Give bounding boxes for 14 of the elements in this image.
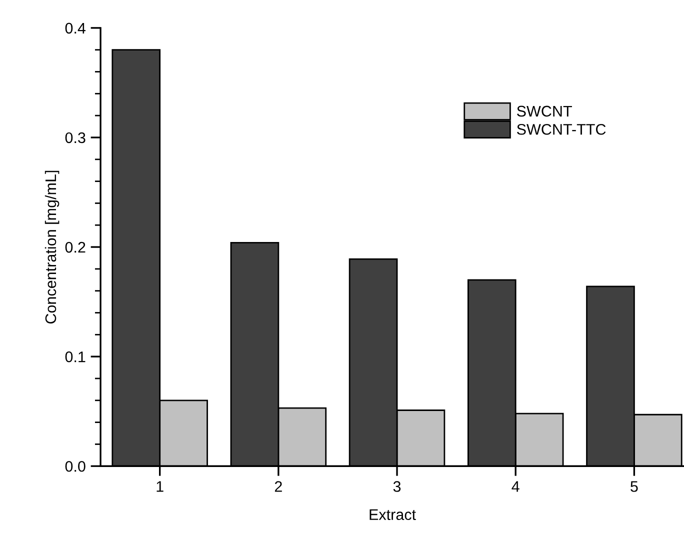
x-axis-title: Extract <box>370 509 416 520</box>
y-tick-label: 0.3 <box>65 132 86 144</box>
legend-label: SWCNT-TTC <box>517 124 606 135</box>
x-tick-label: 2 <box>274 481 282 492</box>
legend-label: SWCNT <box>517 106 572 117</box>
y-tick-label: 0.4 <box>65 22 86 34</box>
y-axis-title: Concentration [mg/mL] <box>44 170 60 324</box>
x-tick-label: 5 <box>630 481 638 492</box>
y-tick-label: 0.0 <box>65 460 86 472</box>
x-tick-label: 4 <box>512 481 520 492</box>
y-tick-label: 0.2 <box>65 242 86 253</box>
x-tick-label: 1 <box>156 481 164 492</box>
y-tick-label: 0.1 <box>65 351 86 362</box>
x-tick-label: 3 <box>393 481 401 492</box>
